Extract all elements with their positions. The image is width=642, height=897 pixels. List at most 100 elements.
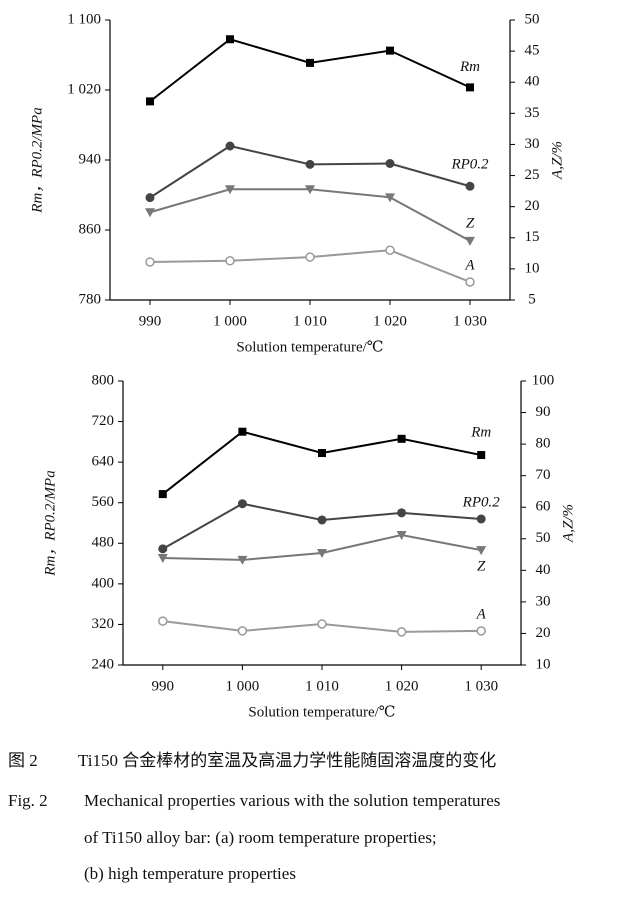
marker — [385, 159, 395, 168]
y-tick-label: 240 — [92, 656, 115, 672]
x-tick-label: 1 010 — [305, 678, 339, 694]
marker — [465, 277, 475, 287]
marker — [158, 544, 168, 554]
y-tick-label: 720 — [92, 413, 115, 429]
x-tick-label: 990 — [152, 678, 175, 694]
y-tick-label: 1 100 — [67, 11, 101, 27]
series-label: RP0.2 — [462, 494, 501, 510]
y2-tick-label: 60 — [536, 499, 551, 515]
marker — [465, 181, 475, 191]
marker — [158, 616, 168, 626]
marker — [225, 141, 235, 151]
marker — [466, 83, 474, 92]
marker — [476, 546, 487, 556]
x-tick-label: 1 030 — [464, 678, 498, 694]
y2-tick-label: 10 — [525, 260, 540, 276]
y2-axis-label: A,Z/% — [560, 504, 576, 543]
series-line — [149, 38, 471, 103]
y2-tick-label: 90 — [536, 404, 551, 420]
marker — [226, 35, 234, 44]
y2-tick-label: 30 — [536, 593, 551, 609]
caption-en-line: Mechanical properties various with the s… — [84, 791, 500, 810]
y-tick-label: 1 020 — [67, 81, 101, 97]
series-label: Z — [466, 215, 475, 231]
y-axis-label: Rm，RP0.2/MPa — [29, 107, 45, 213]
y2-tick-label: 50 — [536, 530, 551, 546]
marker — [396, 627, 407, 637]
x-tick-label: 1 020 — [385, 678, 419, 694]
y-tick-label: 480 — [92, 535, 115, 551]
marker — [317, 515, 327, 525]
series-label: A — [464, 257, 475, 273]
x-tick-label: 1 020 — [373, 313, 407, 329]
y2-tick-label: 40 — [536, 562, 551, 578]
marker — [145, 193, 155, 203]
y2-tick-label: 30 — [525, 136, 540, 152]
marker — [145, 208, 155, 218]
y2-tick-label: 40 — [525, 74, 540, 90]
series-label: Z — [477, 559, 486, 575]
y2-tick-label: 10 — [536, 656, 551, 672]
marker — [465, 236, 475, 246]
marker — [238, 427, 247, 436]
y-tick-label: 860 — [79, 221, 102, 237]
marker — [305, 159, 315, 169]
series-line — [149, 188, 471, 242]
marker — [397, 434, 406, 443]
y-tick-label: 780 — [79, 291, 102, 307]
marker — [396, 530, 407, 540]
y2-tick-label: 25 — [525, 167, 540, 183]
x-axis-label: Solution temperature/℃ — [248, 704, 395, 720]
series-label: RP0.2 — [450, 157, 489, 173]
marker — [318, 449, 326, 458]
y2-tick-label: 15 — [525, 229, 540, 245]
marker — [225, 256, 235, 266]
marker — [306, 58, 314, 67]
y-tick-label: 400 — [92, 575, 115, 591]
marker — [157, 554, 168, 564]
marker — [237, 626, 248, 636]
y2-tick-label: 80 — [536, 436, 551, 452]
x-tick-label: 1 000 — [213, 313, 247, 329]
marker — [237, 499, 247, 509]
y2-axis-label: A,Z/% — [549, 141, 565, 180]
y-tick-label: 320 — [92, 616, 115, 632]
marker — [317, 619, 327, 629]
marker — [158, 490, 167, 499]
y-tick-label: 640 — [92, 454, 115, 470]
marker — [305, 185, 315, 195]
series-label: Rm — [470, 424, 491, 440]
marker — [145, 257, 155, 267]
y-tick-label: 940 — [79, 151, 102, 167]
y2-tick-label: 20 — [525, 198, 540, 214]
y2-tick-label: 35 — [525, 105, 540, 121]
series-label: A — [476, 606, 487, 622]
marker — [385, 245, 395, 255]
series-line — [162, 430, 482, 495]
marker — [305, 252, 315, 262]
series-line — [162, 502, 482, 550]
marker — [397, 508, 407, 518]
y2-tick-label: 50 — [525, 11, 540, 27]
y2-tick-label: 70 — [536, 467, 551, 483]
x-tick-label: 1 000 — [226, 678, 260, 694]
y2-tick-label: 45 — [525, 43, 540, 59]
marker — [225, 185, 235, 195]
series-label: Rm — [459, 59, 480, 75]
marker — [476, 514, 486, 524]
x-tick-label: 990 — [139, 313, 162, 329]
marker — [317, 548, 327, 558]
caption-en-line: (b) high temperature properties — [84, 864, 296, 883]
marker — [146, 97, 154, 106]
y-axis-label: Rm，RP0.2/MPa — [42, 470, 58, 576]
marker — [476, 626, 486, 636]
caption-en-line: of Ti150 alloy bar: (a) room temperature… — [84, 828, 437, 847]
caption-cn-text: Ti150 合金棒材的室温及高温力学性能随固溶温度的变化 — [78, 751, 496, 770]
y-tick-label: 560 — [92, 494, 115, 510]
marker — [385, 193, 395, 203]
y2-tick-label: 5 — [528, 291, 536, 307]
y2-tick-label: 100 — [532, 372, 555, 388]
caption-en-label: Fig. 2 — [8, 791, 48, 810]
x-axis-label: Solution temperature/℃ — [236, 339, 383, 355]
